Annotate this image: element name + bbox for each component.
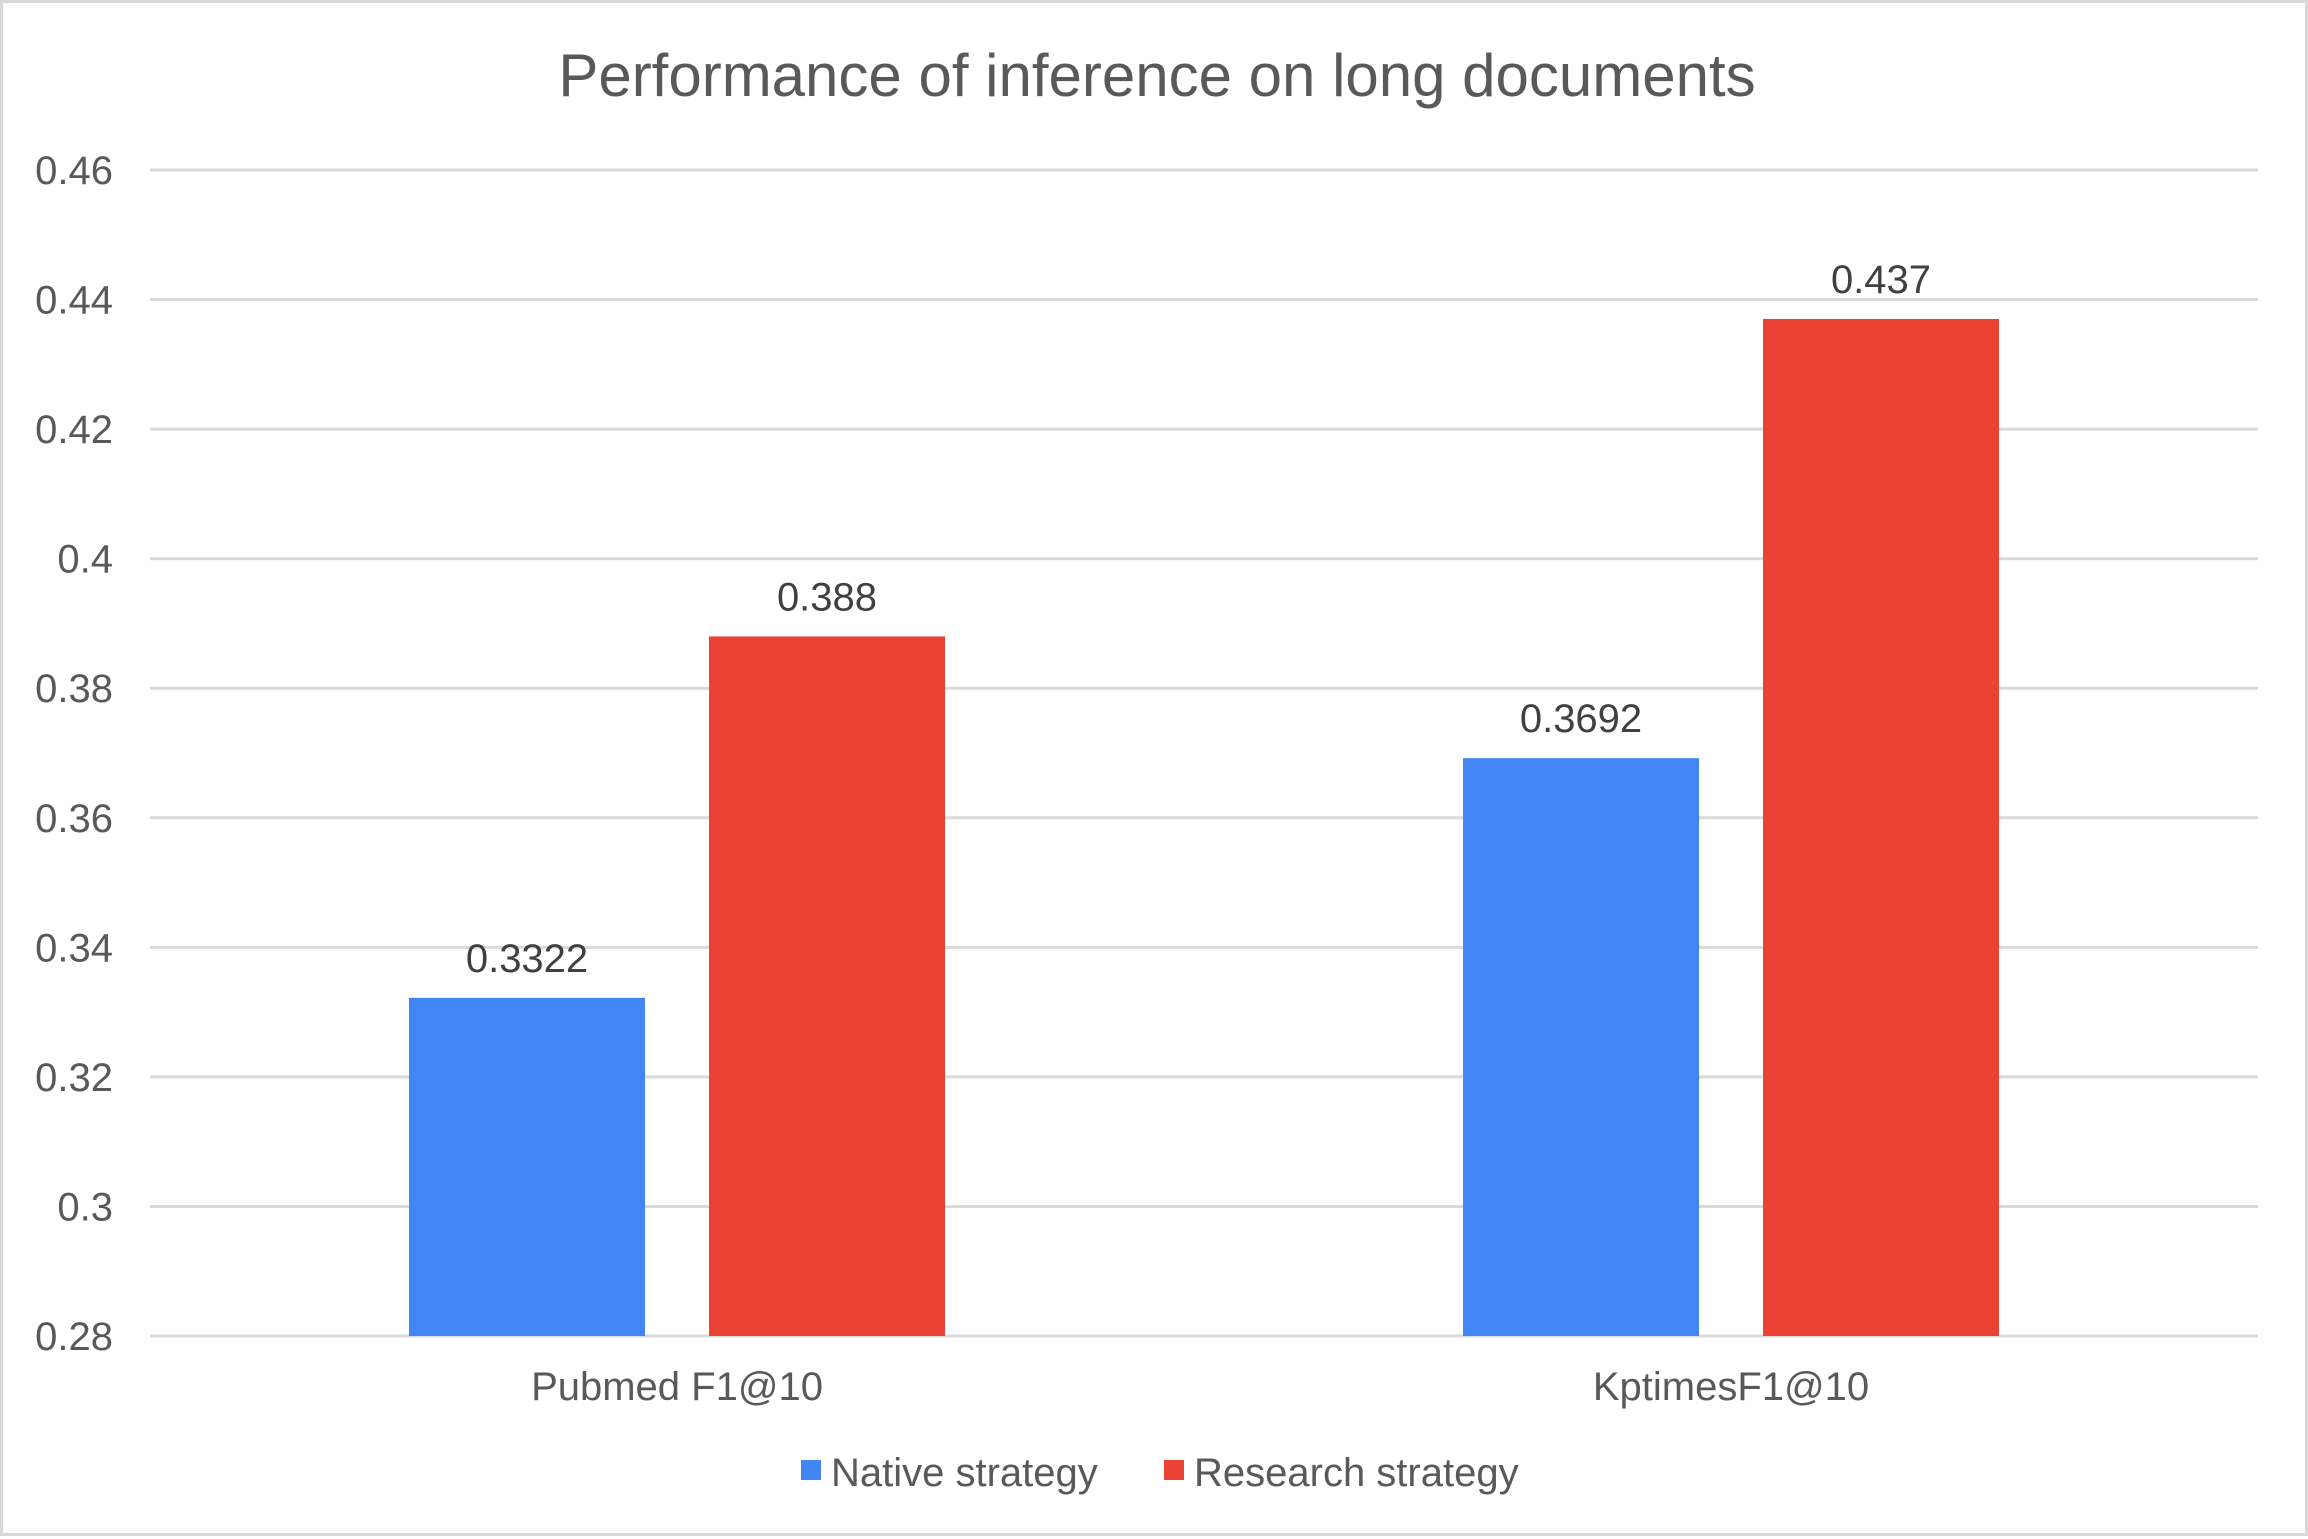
y-tick-label: 0.42 <box>35 408 113 452</box>
y-tick-label: 0.44 <box>35 279 113 323</box>
data-label: 0.388 <box>777 575 877 619</box>
bar-chart: Performance of inference on long documen… <box>35 42 2258 1495</box>
bar-native-1 <box>1463 758 1699 1336</box>
bar-research-0 <box>709 636 945 1336</box>
data-label: 0.437 <box>1831 258 1931 302</box>
y-tick-label: 0.34 <box>35 926 113 970</box>
bar-native-0 <box>409 997 645 1336</box>
bar-research-1 <box>1763 318 1999 1336</box>
x-category-label: Pubmed F1@10 <box>531 1365 823 1409</box>
legend-swatch <box>1164 1460 1184 1480</box>
data-label: 0.3322 <box>466 937 588 981</box>
legend-label: Native strategy <box>831 1451 1098 1495</box>
y-tick-label: 0.32 <box>35 1056 113 1100</box>
y-tick-label: 0.3 <box>57 1185 113 1229</box>
y-tick-label: 0.28 <box>35 1315 113 1359</box>
y-tick-label: 0.46 <box>35 149 113 193</box>
x-category-label: KptimesF1@10 <box>1593 1365 1869 1409</box>
y-tick-label: 0.36 <box>35 797 113 841</box>
data-label: 0.3692 <box>1520 697 1642 741</box>
legend-swatch <box>801 1460 821 1480</box>
legend-label: Research strategy <box>1194 1451 1519 1495</box>
y-tick-label: 0.38 <box>35 667 113 711</box>
chart-title: Performance of inference on long documen… <box>558 42 1755 109</box>
y-tick-label: 0.4 <box>57 538 113 582</box>
